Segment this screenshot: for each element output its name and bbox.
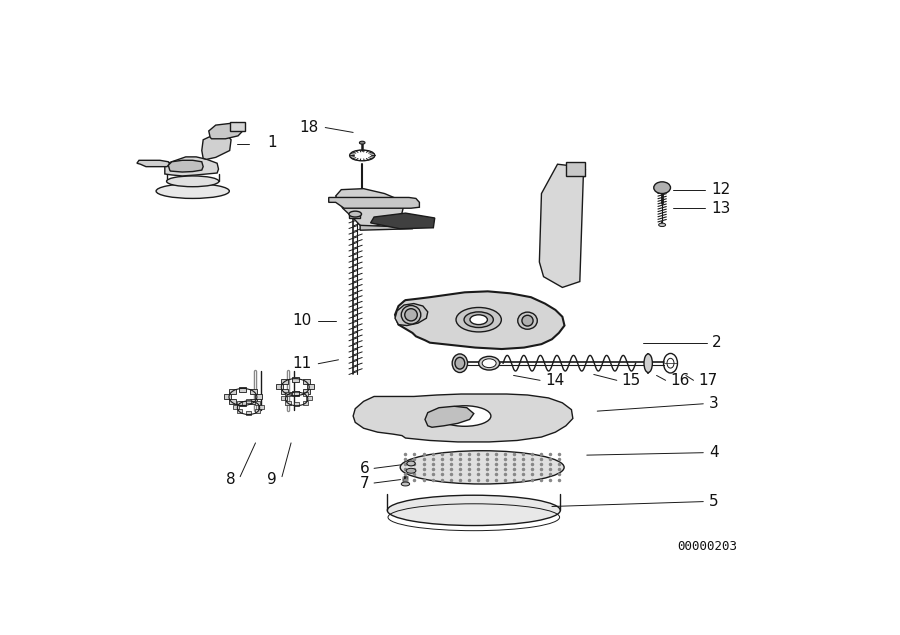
Polygon shape	[168, 160, 203, 172]
Ellipse shape	[470, 315, 488, 324]
Bar	[237, 401, 242, 405]
Ellipse shape	[456, 307, 501, 332]
Bar	[233, 405, 238, 409]
Bar	[282, 396, 287, 401]
Bar	[293, 391, 300, 394]
Text: 7: 7	[360, 476, 369, 490]
Bar	[258, 405, 264, 409]
Bar	[292, 391, 299, 396]
Polygon shape	[353, 394, 573, 442]
Text: 11: 11	[292, 356, 311, 371]
Bar	[285, 401, 291, 404]
Text: 10: 10	[292, 313, 311, 328]
Ellipse shape	[405, 309, 418, 321]
Text: 5: 5	[709, 494, 718, 509]
Polygon shape	[165, 157, 219, 176]
Ellipse shape	[156, 184, 230, 198]
Bar	[246, 399, 251, 403]
Polygon shape	[336, 189, 404, 228]
Ellipse shape	[455, 358, 464, 369]
Circle shape	[653, 182, 670, 194]
Bar	[255, 394, 262, 399]
Bar	[281, 389, 288, 394]
Bar	[302, 389, 310, 394]
Polygon shape	[202, 134, 231, 159]
Bar	[229, 399, 236, 404]
Ellipse shape	[438, 406, 491, 426]
Ellipse shape	[479, 356, 500, 370]
Text: 9: 9	[267, 472, 277, 487]
Bar	[302, 401, 309, 404]
Text: 14: 14	[545, 373, 564, 388]
Bar	[307, 384, 314, 389]
Text: 13: 13	[711, 201, 730, 216]
Bar	[255, 401, 260, 405]
Ellipse shape	[401, 482, 410, 486]
Ellipse shape	[452, 354, 467, 373]
Ellipse shape	[401, 305, 421, 324]
Ellipse shape	[644, 354, 652, 373]
Ellipse shape	[400, 451, 564, 484]
Text: 6: 6	[359, 461, 369, 476]
Bar	[229, 389, 236, 394]
Text: 1: 1	[267, 135, 277, 150]
Bar	[239, 401, 247, 406]
Polygon shape	[328, 197, 419, 208]
Text: 17: 17	[698, 373, 717, 388]
Bar	[255, 410, 260, 413]
Bar	[224, 394, 231, 399]
Bar	[285, 392, 291, 396]
Bar	[293, 403, 300, 406]
Bar	[250, 399, 257, 404]
Text: 15: 15	[622, 373, 641, 388]
Bar	[566, 162, 585, 177]
Ellipse shape	[387, 495, 561, 526]
Text: 3: 3	[709, 396, 718, 411]
Bar	[292, 377, 299, 382]
Polygon shape	[360, 218, 419, 231]
Text: 18: 18	[299, 120, 319, 135]
Bar	[281, 379, 288, 384]
Polygon shape	[209, 123, 244, 139]
Ellipse shape	[482, 359, 496, 368]
Text: 4: 4	[709, 445, 718, 460]
Bar	[250, 389, 257, 394]
Bar	[302, 379, 310, 384]
Ellipse shape	[518, 312, 537, 329]
Ellipse shape	[464, 312, 493, 328]
Polygon shape	[395, 304, 428, 326]
Bar	[237, 410, 242, 413]
Polygon shape	[395, 291, 564, 349]
Ellipse shape	[406, 469, 416, 473]
Text: 16: 16	[670, 373, 690, 388]
Bar	[230, 122, 245, 131]
Ellipse shape	[407, 461, 415, 466]
Ellipse shape	[166, 176, 219, 187]
Bar	[276, 384, 284, 389]
Text: 2: 2	[713, 335, 722, 350]
Text: 12: 12	[711, 182, 730, 197]
Bar	[246, 411, 251, 415]
Polygon shape	[539, 164, 583, 288]
Text: 8: 8	[226, 472, 235, 487]
Polygon shape	[137, 160, 170, 166]
Ellipse shape	[522, 316, 533, 326]
Bar	[306, 396, 312, 401]
Ellipse shape	[359, 141, 365, 144]
Bar	[302, 392, 309, 396]
Ellipse shape	[659, 223, 666, 227]
Polygon shape	[371, 213, 435, 229]
Text: 00000203: 00000203	[677, 540, 737, 553]
Ellipse shape	[349, 211, 362, 217]
Polygon shape	[425, 406, 473, 427]
Bar	[239, 387, 247, 392]
Bar	[349, 214, 360, 218]
